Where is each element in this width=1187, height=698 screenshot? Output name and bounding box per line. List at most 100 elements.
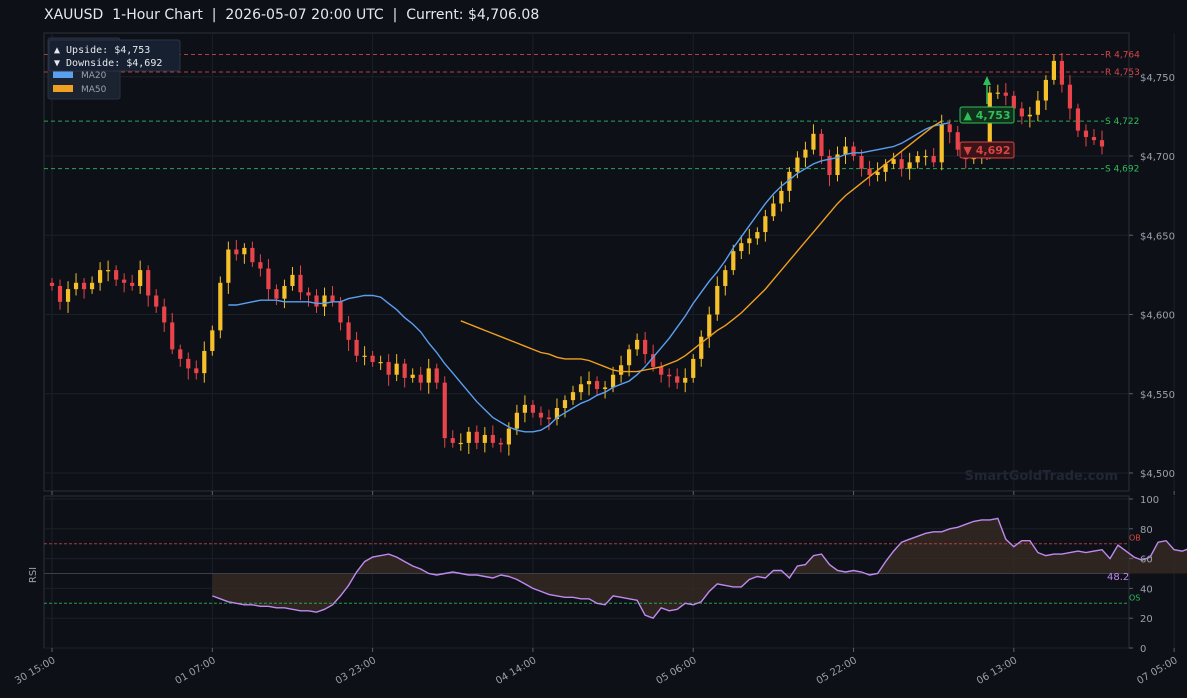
candle-body (266, 268, 271, 290)
candle-body (338, 301, 343, 323)
candle-body (1035, 100, 1040, 115)
y-tick-label: $4,650 (1140, 231, 1175, 242)
info-box-bg (48, 39, 181, 72)
candle-body (1091, 136, 1097, 141)
candle-body (586, 381, 592, 385)
y-tick-label: $4,500 (1140, 469, 1175, 480)
x-tick-label: 30 15:00 (13, 655, 57, 687)
legend-label: MA20 (81, 71, 107, 81)
candle-body (122, 279, 127, 283)
candle-body (1019, 108, 1024, 117)
candle-body (450, 438, 455, 443)
rsi-y-tick-label: 0 (1140, 644, 1146, 655)
candle-body (931, 156, 936, 163)
rsi-axis-label: RSI (28, 567, 39, 583)
upside-marker: ▲ 4,753 (959, 76, 1015, 124)
ma20-line (228, 122, 950, 433)
candle-body (258, 262, 263, 269)
candle-body (178, 349, 183, 359)
candle-body (426, 368, 431, 383)
x-tick-label: 06 13:00 (975, 655, 1019, 687)
candle-body (298, 274, 303, 293)
candle-body (538, 412, 544, 418)
candle-body (498, 442, 503, 445)
marker-label: ▲ 4,753 (963, 109, 1010, 122)
candle-body (378, 362, 383, 364)
candle-body (731, 251, 736, 271)
candle-body (130, 282, 135, 286)
candle-body (530, 404, 536, 413)
grid (44, 33, 1175, 649)
candle-body (554, 408, 560, 420)
candle-body (330, 295, 335, 302)
candle-body (995, 92, 1000, 94)
candle-body (474, 431, 479, 443)
candles (49, 52, 1105, 456)
candle-body (106, 270, 111, 272)
level-label: S 4,692 (1105, 165, 1139, 175)
candle-body (442, 382, 447, 439)
candle-body (771, 203, 776, 217)
rsi-y-tick-label: 60 (1140, 555, 1153, 566)
candle-body (803, 149, 808, 158)
candle-body (210, 330, 215, 351)
candle-body (81, 282, 87, 290)
candle-body (602, 387, 608, 389)
candle-body (434, 368, 439, 383)
candle-body (57, 285, 63, 302)
candle-body (947, 124, 952, 133)
candle-body (466, 431, 471, 443)
candle-body (97, 270, 103, 283)
info-box: ▲ Upside: $4,753 ▼ Downside: $4,692 (48, 39, 181, 72)
candle-body (362, 355, 367, 357)
candle-body (418, 374, 423, 383)
candle-body (146, 270, 151, 296)
candle-body (651, 354, 656, 367)
candle-body (691, 358, 696, 378)
candle-body (234, 249, 239, 255)
legend-swatch (53, 85, 73, 92)
info-upside: ▲ Upside: $4,753 (54, 45, 150, 56)
candle-body (306, 292, 311, 296)
candle-body (610, 374, 616, 388)
candle-body (1051, 60, 1057, 80)
candle-body (65, 289, 71, 302)
candle-body (522, 404, 528, 413)
candle-body (626, 349, 632, 366)
candle-body (314, 295, 319, 307)
marker-label: ▼ 4,692 (963, 144, 1010, 157)
candle-body (354, 339, 359, 356)
candle-body (170, 322, 175, 350)
candle-body (939, 124, 944, 163)
candle-body (1011, 95, 1016, 109)
candle-body (138, 270, 143, 286)
y-tick-label: $4,750 (1140, 73, 1175, 84)
candle-body (490, 434, 495, 443)
candle-body (899, 159, 904, 169)
candle-body (843, 146, 848, 155)
candle-body (394, 363, 399, 375)
candle-body (546, 417, 552, 420)
level-label: R 4,753 (1105, 68, 1140, 78)
x-tick-label: 01 07:00 (174, 655, 218, 687)
y-tick-label: $4,550 (1140, 390, 1175, 401)
candle-body (410, 374, 415, 378)
y-tick-label: $4,600 (1140, 311, 1175, 322)
candle-body (643, 339, 648, 355)
candle-body (482, 434, 487, 443)
candle-body (859, 156, 864, 169)
candle-body (819, 133, 824, 156)
candle-body (578, 384, 584, 393)
candle-body (883, 163, 888, 172)
candle-body (402, 363, 407, 378)
candle-body (1099, 140, 1105, 147)
candle-body (1067, 84, 1073, 109)
candle-body (1075, 108, 1081, 131)
candle-body (73, 282, 79, 290)
candle-body (667, 374, 672, 377)
candle-body (707, 314, 712, 337)
candle-body (851, 146, 856, 156)
rsi-y-tick-label: 20 (1140, 614, 1153, 625)
candle-body (755, 232, 760, 239)
